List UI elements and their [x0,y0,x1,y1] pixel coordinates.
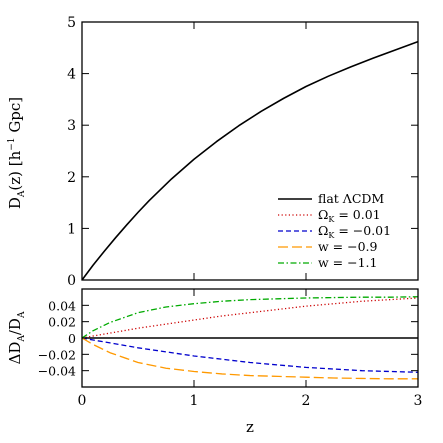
top-ytick-label: 1 [67,221,76,237]
top-ytick-label: 2 [67,170,76,186]
top-panel: 0 1 2 3 4 5 DA(z) [h−1 Gpc] flat ΛCDM ΩK = 0.… [6,15,419,289]
bottom-ytick-label: −0.04 [38,364,76,379]
x-tick-label: 1 [190,393,199,409]
bottom-series-3-w-0-9 [81,337,418,380]
legend-label-omegak-neg: ΩK = −0.01 [318,223,391,240]
bottom-ytick-label: 0.04 [48,298,76,313]
top-ytick-label: 0 [67,273,76,289]
bottom-ytick-label: 0.02 [48,315,76,330]
x-axis-title: z [246,418,254,436]
legend-entry-omegak-pos: ΩK = 0.01 [278,207,381,224]
top-y-axis-title: DA(z) [h−1 Gpc] [6,97,27,209]
bottom-series-4-w-1-1 [81,296,419,339]
bottom-series-1-k-0-01 [81,297,419,339]
bottom-series-2-k-0-01 [81,337,419,373]
top-curves [81,40,419,281]
legend-entry-w-09: w = −0.9 [278,239,378,254]
legend-label-flat-lcdm: flat ΛCDM [318,191,384,206]
x-tick-label: 2 [302,393,311,409]
legend-entry-omegak-neg: ΩK = −0.01 [278,223,391,240]
x-tick-label: 3 [414,393,423,409]
legend-label-w-11: w = −1.1 [318,255,377,270]
legend-label-w-09: w = −0.9 [318,239,378,254]
bottom-ytick-label: −0.02 [38,347,76,362]
bottom-plot-frame [81,288,419,388]
bottom-curves [81,296,419,380]
top-ytick-label: 5 [67,15,76,31]
legend: flat ΛCDM ΩK = 0.01 ΩK = −0.01 w = −0.9 … [278,191,391,270]
bottom-ytick-label: 0 [68,331,76,346]
legend-label-omegak-pos: ΩK = 0.01 [318,207,381,224]
legend-entry-flat-lcdm: flat ΛCDM [278,191,384,206]
top-series-0-flat-cdm [81,40,419,281]
top-ytick-label: 4 [67,67,76,83]
legend-entry-w-11: w = −1.1 [278,255,377,270]
bottom-y-axis-title: ΔDA/DA [6,311,27,364]
top-plot-frame [81,21,419,281]
x-tick-label: 0 [78,393,87,409]
top-ytick-label: 3 [67,118,76,134]
